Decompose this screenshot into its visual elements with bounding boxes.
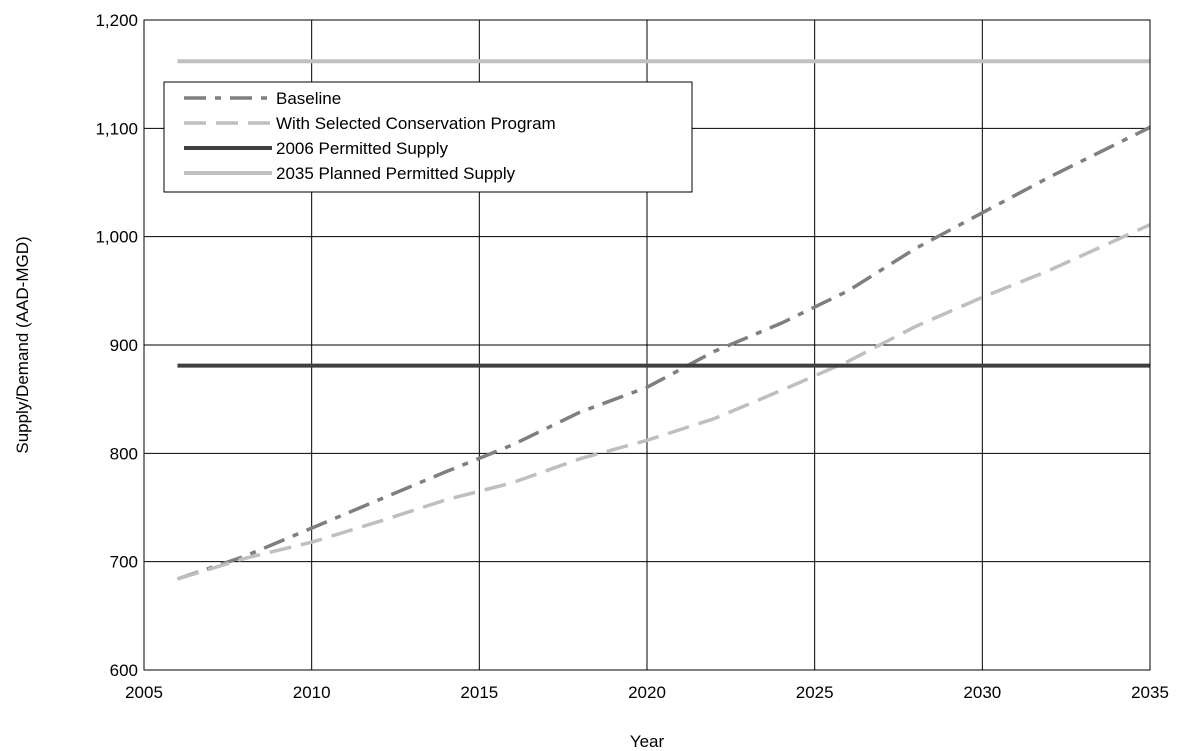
legend-label-3: 2006 Permitted Supply [276, 139, 448, 158]
series-layer [176, 59, 1151, 581]
x-tick-label: 2025 [796, 683, 834, 702]
x-tick-label: 2015 [460, 683, 498, 702]
y-tick-label: 600 [110, 661, 138, 680]
y-tick-label: 900 [110, 336, 138, 355]
plot-border [143, 19, 1151, 671]
series-line-1 [176, 125, 1151, 581]
legend-label-1: Baseline [276, 89, 341, 108]
x-tick-label: 2010 [293, 683, 331, 702]
y-tick-label: 1,000 [95, 228, 138, 247]
series-line-2 [176, 223, 1151, 581]
x-tick-label: 2020 [628, 683, 666, 702]
x-axis-title: Year [630, 732, 665, 751]
legend-items: Baseline With Selected Conservation Progr… [184, 89, 556, 183]
tick-labels: 2005 2010 2015 2020 2025 2030 2035 600 700 800 900… [95, 11, 1168, 702]
y-tick-label: 800 [110, 444, 138, 463]
y-tick-label: 700 [110, 553, 138, 572]
legend-label-2: With Selected Conservation Program [276, 114, 556, 133]
x-tick-label: 2030 [963, 683, 1001, 702]
y-axis-title: Supply/Demand (AAD-MGD) [13, 236, 32, 453]
y-tick-label: 1,100 [95, 119, 138, 138]
x-tick-label: 2035 [1131, 683, 1169, 702]
legend-label-4: 2035 Planned Permitted Supply [276, 164, 516, 183]
y-tick-label: 1,200 [95, 11, 138, 30]
legend: Baseline With Selected Conservation Progr… [163, 81, 693, 193]
x-tick-label: 2005 [125, 683, 163, 702]
